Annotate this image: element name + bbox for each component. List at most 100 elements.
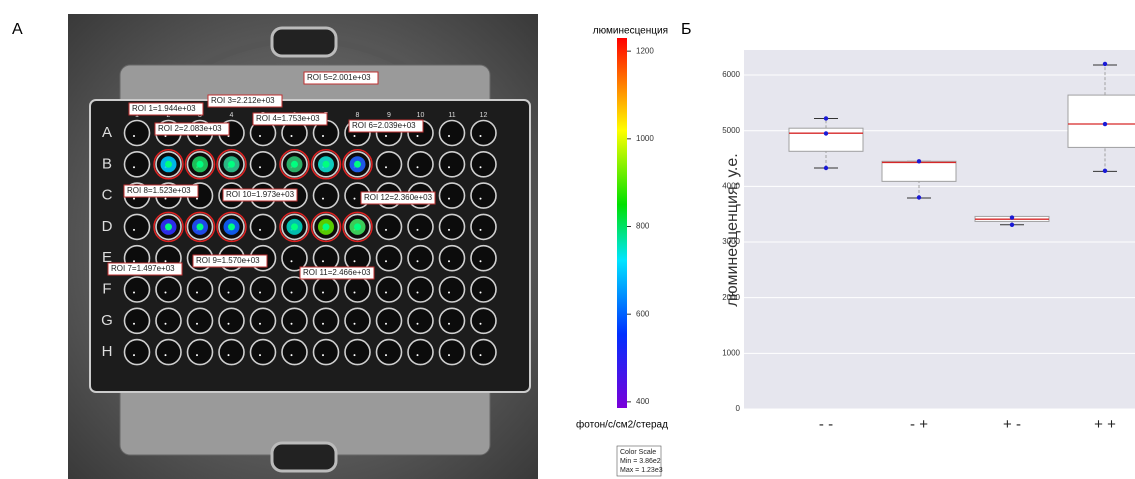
- well: [281, 307, 308, 335]
- x-tick-label: - +: [910, 416, 928, 433]
- well-dot: [353, 197, 356, 200]
- data-point: [1102, 121, 1108, 127]
- well: [218, 276, 245, 303]
- box: [881, 160, 957, 182]
- well-dot: [259, 166, 261, 169]
- roi-label: ROI 3=2.212e+03: [211, 96, 275, 105]
- roi-label-box: [128, 102, 204, 116]
- signal-core: [354, 160, 361, 168]
- well: [407, 307, 434, 335]
- well: [249, 338, 277, 366]
- roi-label-box: [123, 184, 199, 198]
- well: [438, 151, 466, 178]
- panel-label: А: [12, 21, 23, 38]
- color-scale-text: Color Scale: [620, 449, 656, 456]
- well-dot: [385, 354, 387, 357]
- well: [375, 244, 403, 272]
- row-label: G: [101, 312, 113, 329]
- roi-label: ROI 8=1.523e+03: [127, 186, 191, 195]
- y-tick-label: 2000: [722, 293, 740, 302]
- signal-core: [165, 223, 172, 231]
- well: [123, 213, 151, 241]
- well-dot: [322, 197, 324, 200]
- well: [470, 182, 497, 209]
- well-dot: [479, 354, 482, 357]
- well-dot: [385, 135, 387, 137]
- roi-label-box: [192, 254, 268, 268]
- well-dot: [290, 260, 293, 263]
- well-dot: [479, 166, 482, 169]
- signal-core: [322, 223, 330, 231]
- row-label: C: [102, 187, 113, 204]
- well-dot: [448, 166, 450, 169]
- roi-label: ROI 10=1.973e+03: [226, 190, 295, 199]
- plate-wells: 123456789101112ABCDEFGHROI 1=1.944e+03RO…: [101, 71, 497, 366]
- well: [344, 276, 371, 303]
- well: [312, 338, 340, 366]
- colorbar-tick-label: 400: [636, 397, 650, 406]
- well-dot: [290, 354, 293, 357]
- data-point: [1102, 168, 1108, 173]
- well-dot: [259, 228, 261, 231]
- well: [375, 151, 403, 178]
- well-dot: [353, 260, 356, 263]
- well: [155, 338, 182, 366]
- well: [470, 338, 497, 366]
- well-dot: [133, 260, 135, 263]
- well-dot: [416, 260, 419, 263]
- data-point: [1102, 61, 1108, 67]
- roi-circle: [279, 211, 310, 243]
- column-label: 8: [356, 112, 360, 119]
- well: [375, 276, 403, 303]
- well-dot: [196, 354, 198, 357]
- colorbar-tick-label: 1000: [636, 134, 654, 143]
- well: [281, 338, 308, 366]
- well-dot: [290, 135, 293, 137]
- well-dot: [448, 322, 450, 325]
- well: [470, 307, 497, 335]
- well-dot: [353, 322, 356, 325]
- colorbar-tick-label: 1200: [636, 46, 654, 55]
- roi-label: ROI 5=2.001e+03: [307, 73, 371, 82]
- roi-circle: [342, 149, 373, 180]
- well-dot: [385, 322, 387, 325]
- color-scale-text: Max = 1.23e3: [620, 467, 663, 474]
- well-dot: [290, 322, 293, 325]
- well: [312, 307, 340, 335]
- well: [470, 244, 497, 272]
- well: [123, 276, 151, 303]
- roi-label: ROI 2=2.083e+03: [158, 124, 222, 133]
- well: [438, 213, 466, 241]
- data-point: [1009, 215, 1015, 220]
- well-dot: [448, 291, 450, 294]
- well: [407, 276, 434, 303]
- roi-circle: [342, 211, 373, 243]
- well-dot: [448, 197, 450, 200]
- well-dot: [196, 291, 198, 294]
- well: [281, 276, 308, 303]
- well-dot: [448, 135, 450, 137]
- clip: [270, 26, 338, 58]
- data-point: [823, 131, 829, 136]
- well: [438, 244, 466, 272]
- colorbar-tick-label: 600: [636, 309, 650, 318]
- well-dot: [416, 135, 419, 137]
- well-dot: [259, 135, 261, 137]
- well: [438, 276, 466, 303]
- well: [470, 276, 497, 303]
- well: [470, 151, 497, 178]
- roi-label: ROI 9=1.570e+03: [196, 256, 260, 265]
- well: [218, 338, 245, 366]
- roi-label-box: [222, 188, 298, 202]
- well-dot: [322, 135, 324, 137]
- signal-core: [228, 160, 235, 168]
- well: [438, 182, 466, 209]
- colorbar-unit: фотон/с/см2/стерад: [576, 419, 668, 431]
- y-tick-label: 1000: [722, 348, 740, 357]
- well-dot: [133, 354, 135, 357]
- well-dot: [448, 260, 450, 263]
- well: [249, 307, 277, 335]
- well: [218, 307, 245, 335]
- well: [407, 338, 434, 366]
